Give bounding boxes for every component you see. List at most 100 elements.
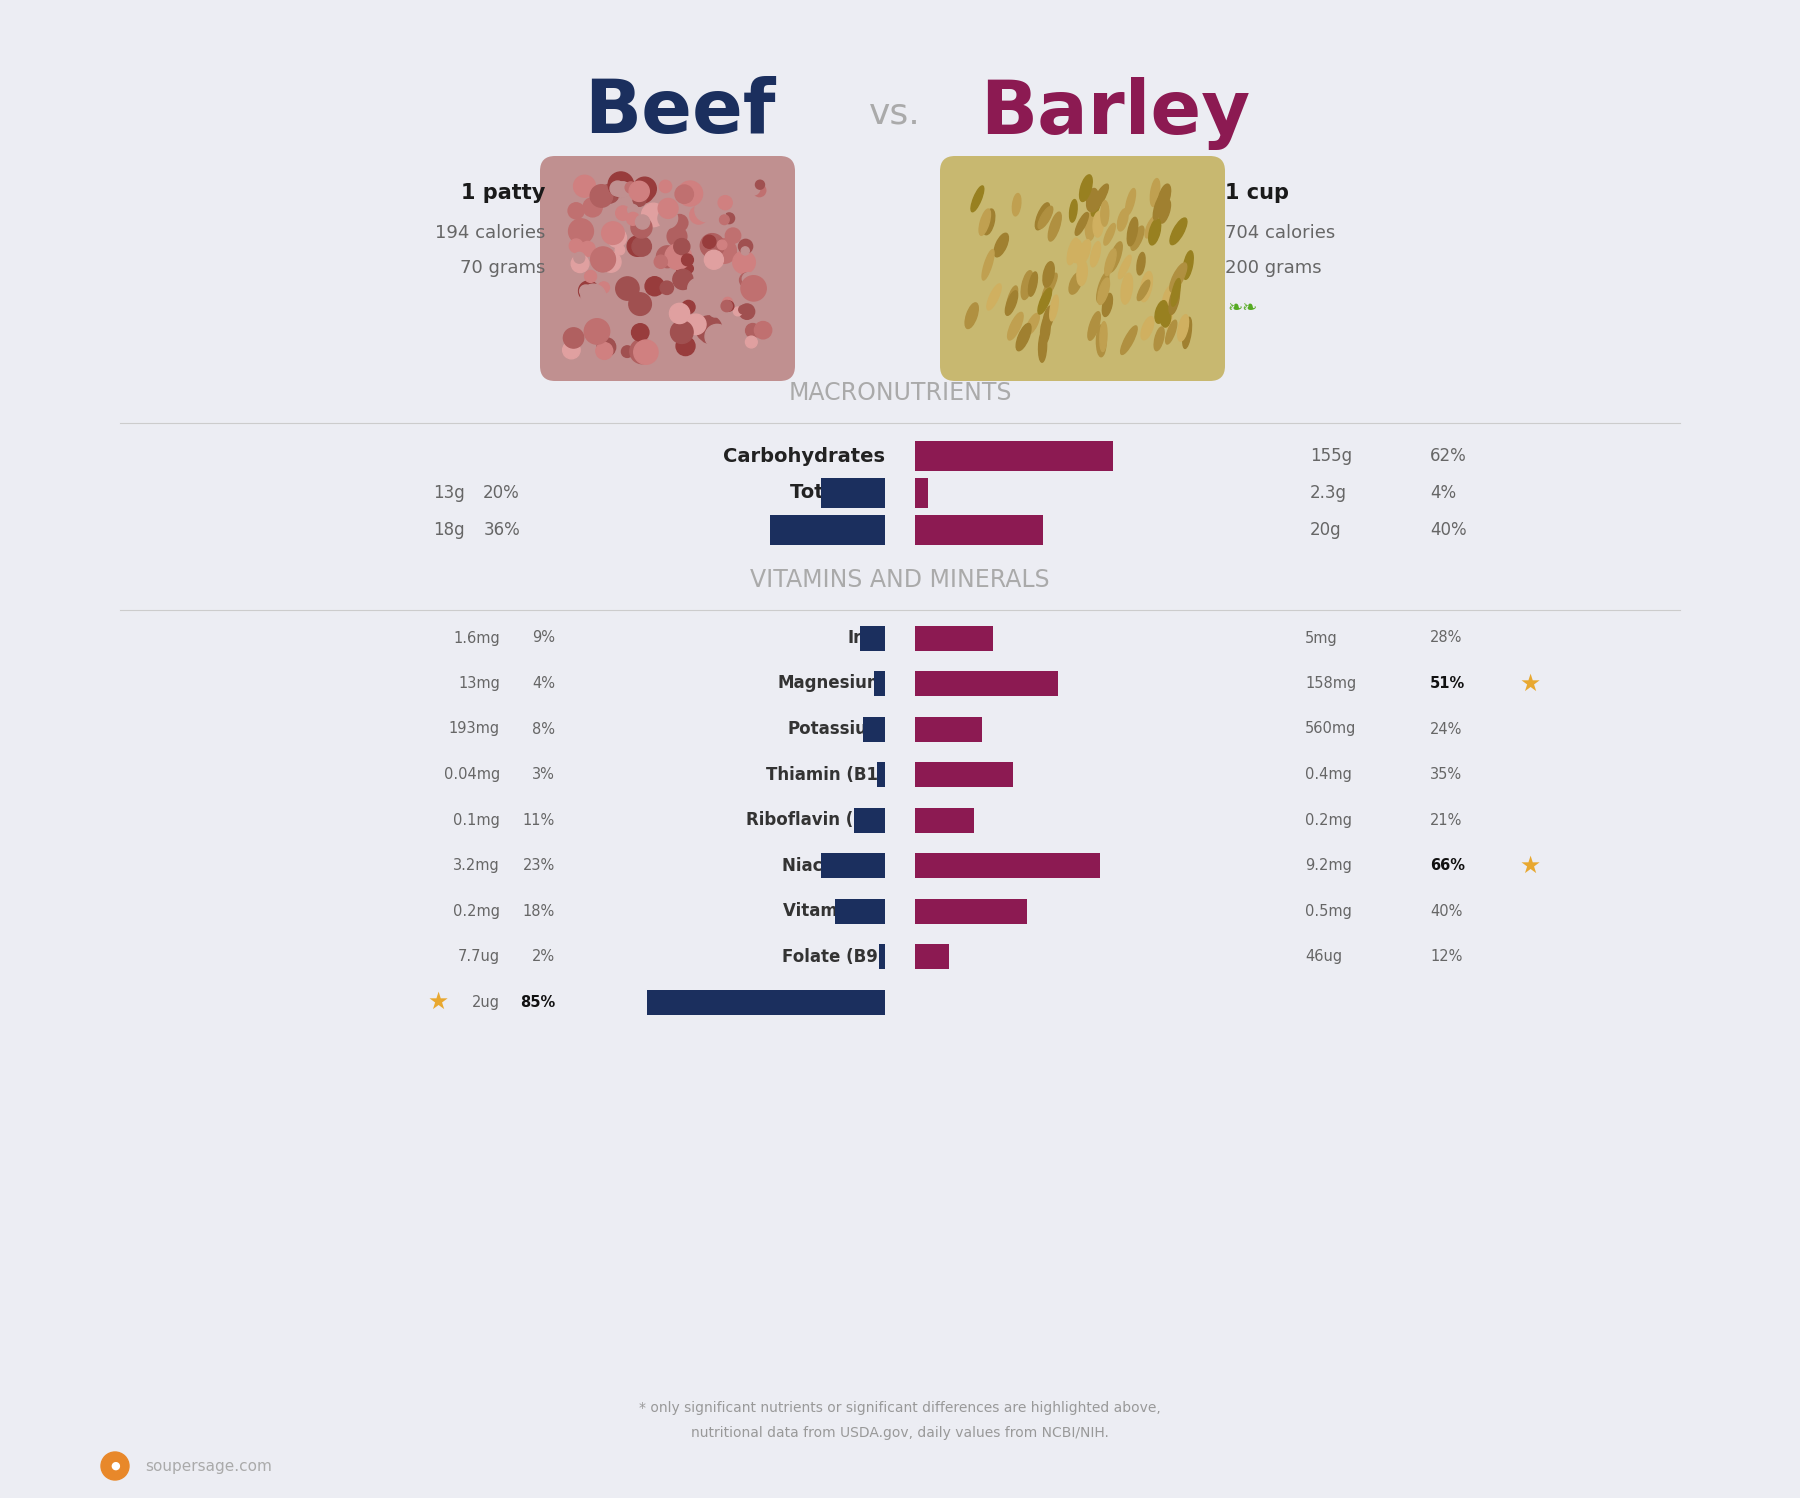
Circle shape bbox=[616, 246, 625, 255]
Text: 0.4mg: 0.4mg bbox=[1305, 767, 1352, 782]
Text: 3%: 3% bbox=[533, 767, 554, 782]
Circle shape bbox=[724, 297, 733, 307]
Circle shape bbox=[742, 276, 767, 301]
Ellipse shape bbox=[965, 303, 977, 328]
Text: 62%: 62% bbox=[1429, 446, 1467, 464]
Circle shape bbox=[563, 342, 580, 360]
Text: ★: ★ bbox=[427, 990, 448, 1014]
Circle shape bbox=[740, 273, 754, 288]
Circle shape bbox=[738, 240, 752, 253]
Ellipse shape bbox=[1130, 226, 1145, 250]
Text: 2.3g: 2.3g bbox=[1310, 484, 1346, 502]
Circle shape bbox=[628, 292, 652, 316]
Ellipse shape bbox=[1048, 213, 1062, 241]
Circle shape bbox=[711, 238, 736, 264]
Ellipse shape bbox=[1138, 280, 1150, 301]
Ellipse shape bbox=[1148, 219, 1161, 244]
Ellipse shape bbox=[1145, 216, 1157, 238]
Text: 85%: 85% bbox=[520, 995, 554, 1010]
Circle shape bbox=[583, 198, 603, 217]
Ellipse shape bbox=[1069, 199, 1076, 222]
Text: 4%: 4% bbox=[1429, 484, 1456, 502]
Circle shape bbox=[673, 238, 689, 255]
Text: 40%: 40% bbox=[1429, 903, 1462, 918]
Ellipse shape bbox=[1040, 316, 1049, 345]
Ellipse shape bbox=[1039, 288, 1051, 315]
Text: 51%: 51% bbox=[1429, 676, 1465, 691]
Bar bbox=[914, 852, 1100, 878]
Bar bbox=[862, 716, 886, 742]
Ellipse shape bbox=[1021, 271, 1033, 300]
Text: 9.2mg: 9.2mg bbox=[1305, 858, 1352, 873]
Circle shape bbox=[641, 204, 664, 226]
Circle shape bbox=[733, 307, 742, 316]
Circle shape bbox=[630, 339, 655, 364]
Ellipse shape bbox=[1087, 189, 1098, 211]
Ellipse shape bbox=[1096, 325, 1107, 357]
Ellipse shape bbox=[1080, 175, 1093, 201]
Circle shape bbox=[653, 255, 668, 268]
Ellipse shape bbox=[983, 250, 994, 280]
Text: 0.1mg: 0.1mg bbox=[454, 812, 500, 827]
Text: 194 calories: 194 calories bbox=[434, 225, 545, 243]
Circle shape bbox=[664, 244, 691, 270]
Circle shape bbox=[590, 247, 616, 271]
Circle shape bbox=[601, 222, 625, 244]
Ellipse shape bbox=[1159, 199, 1170, 223]
Text: 560mg: 560mg bbox=[1305, 722, 1357, 737]
Text: 4%: 4% bbox=[533, 676, 554, 691]
Circle shape bbox=[702, 235, 716, 249]
Circle shape bbox=[626, 213, 639, 225]
Circle shape bbox=[634, 193, 646, 207]
Circle shape bbox=[594, 255, 610, 271]
Ellipse shape bbox=[1042, 306, 1053, 331]
Circle shape bbox=[752, 184, 765, 196]
Circle shape bbox=[598, 282, 610, 294]
Circle shape bbox=[569, 240, 583, 253]
Text: 2ug: 2ug bbox=[472, 995, 500, 1010]
Circle shape bbox=[590, 184, 612, 207]
Circle shape bbox=[635, 214, 650, 229]
Ellipse shape bbox=[1069, 273, 1082, 294]
Circle shape bbox=[563, 328, 583, 348]
Bar bbox=[914, 807, 974, 833]
Circle shape bbox=[657, 246, 679, 268]
Text: 11%: 11% bbox=[522, 812, 554, 827]
Circle shape bbox=[625, 181, 637, 193]
Circle shape bbox=[666, 258, 686, 277]
Circle shape bbox=[634, 177, 657, 201]
Circle shape bbox=[677, 337, 695, 355]
Text: 1 cup: 1 cup bbox=[1226, 183, 1289, 204]
Circle shape bbox=[671, 214, 688, 231]
FancyBboxPatch shape bbox=[540, 156, 796, 380]
Circle shape bbox=[659, 180, 671, 193]
Text: 155g: 155g bbox=[1310, 446, 1352, 464]
Text: 18%: 18% bbox=[522, 903, 554, 918]
Circle shape bbox=[632, 324, 650, 342]
Text: 24%: 24% bbox=[1429, 722, 1462, 737]
FancyBboxPatch shape bbox=[940, 156, 1226, 380]
Ellipse shape bbox=[1102, 201, 1109, 226]
Circle shape bbox=[729, 241, 749, 262]
Ellipse shape bbox=[1080, 177, 1091, 201]
Bar bbox=[821, 478, 886, 508]
Circle shape bbox=[661, 282, 673, 295]
Circle shape bbox=[724, 301, 734, 312]
Circle shape bbox=[616, 181, 632, 198]
Ellipse shape bbox=[1168, 286, 1179, 315]
Circle shape bbox=[738, 306, 747, 313]
Ellipse shape bbox=[1096, 273, 1109, 303]
Ellipse shape bbox=[1138, 253, 1145, 276]
Text: 5mg: 5mg bbox=[1305, 631, 1337, 646]
Circle shape bbox=[569, 330, 578, 339]
Ellipse shape bbox=[1091, 184, 1109, 213]
Circle shape bbox=[733, 252, 756, 274]
Bar bbox=[914, 515, 1042, 545]
Text: 23%: 23% bbox=[522, 858, 554, 873]
Ellipse shape bbox=[1183, 318, 1192, 349]
Circle shape bbox=[700, 234, 724, 258]
Text: 0.2mg: 0.2mg bbox=[454, 903, 500, 918]
Ellipse shape bbox=[1049, 295, 1058, 321]
Circle shape bbox=[745, 324, 760, 337]
Ellipse shape bbox=[1105, 249, 1116, 276]
